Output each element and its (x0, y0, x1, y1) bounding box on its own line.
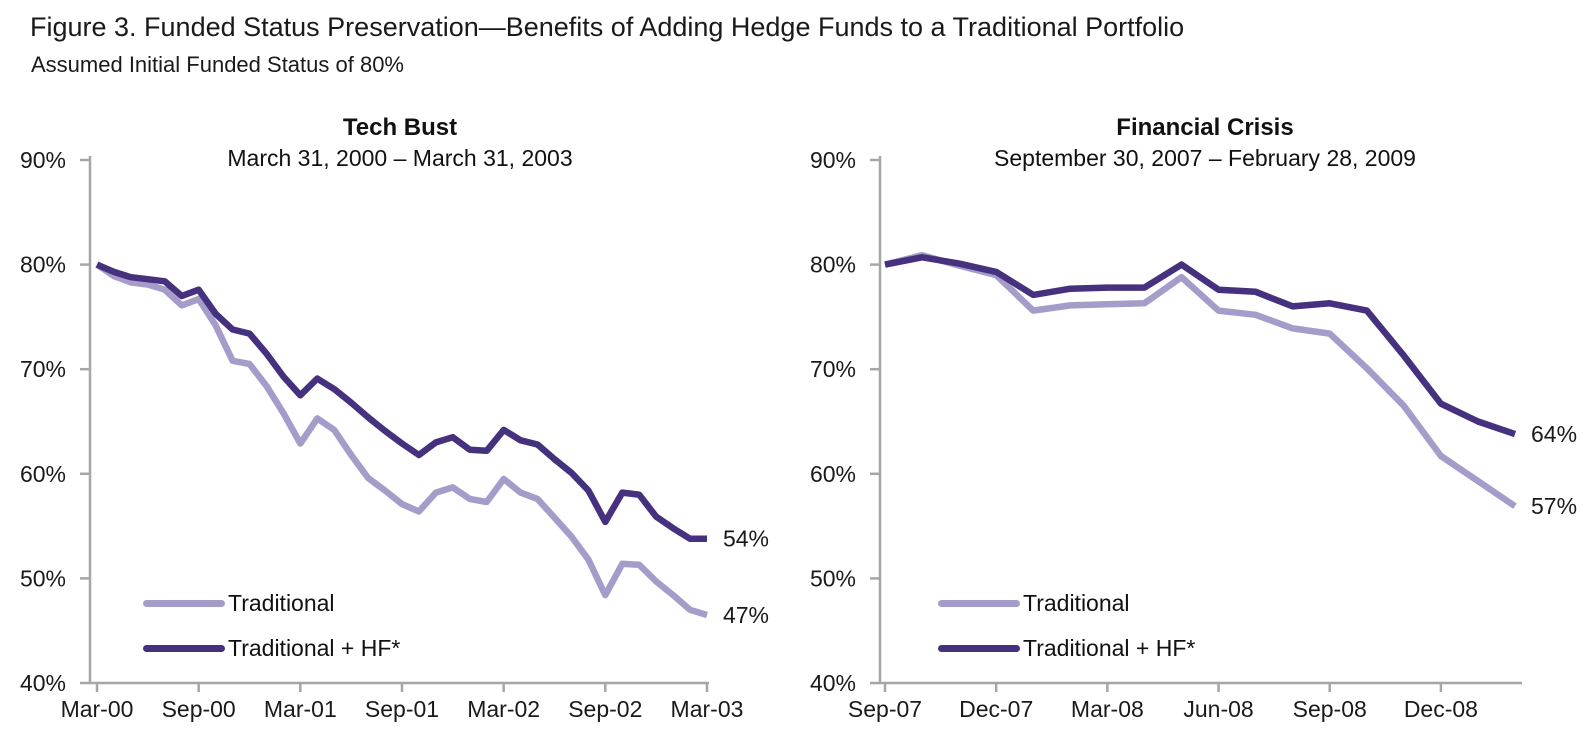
right-legend-traditional: Traditional (938, 589, 1130, 616)
traditional-line-swatch (143, 599, 225, 607)
left-chart-header: Tech Bust March 31, 2000 – March 31, 200… (90, 114, 710, 172)
traditional-hf-line (884, 254, 1517, 438)
y-tick-label: 50% (20, 565, 66, 591)
right-chart-subtitle: September 30, 2007 – February 28, 2009 (994, 145, 1416, 171)
left-legend-traditional: Traditional (143, 589, 335, 616)
legend-label-traditional: Traditional (228, 589, 335, 616)
x-tick-label: Sep-07 (848, 696, 922, 722)
traditional-hf-line (95, 261, 707, 542)
x-tick-label: Mar-01 (264, 696, 337, 722)
y-tick-label: 40% (810, 670, 856, 696)
x-tick-label: Mar-02 (467, 696, 540, 722)
series-end-value-label: 64% (1531, 421, 1577, 447)
x-tick-label: Sep-00 (162, 696, 236, 722)
y-tick-label: 70% (810, 356, 856, 382)
x-tick-label: Sep-02 (568, 696, 642, 722)
left-chart-title: Tech Bust (342, 114, 458, 141)
x-tick-label: Mar-00 (61, 696, 134, 722)
y-tick-label: 80% (20, 252, 66, 278)
figure-subtitle: Assumed Initial Funded Status of 80% (31, 52, 404, 77)
x-tick-label: Sep-01 (365, 696, 439, 722)
y-tick-label: 60% (20, 461, 66, 487)
traditional-hf-line-swatch (938, 644, 1020, 652)
tech-bust-chart: 90% 80% 70% 60% 50% 40%Mar-00 Sep-00 Mar-01 Sep-… (20, 147, 769, 722)
y-tick-label: 40% (20, 670, 66, 696)
y-tick-label: 80% (810, 252, 856, 278)
x-tick-label: Jun-08 (1183, 696, 1253, 722)
y-tick-label: 90% (810, 147, 856, 173)
series-end-value-label: 57% (1531, 493, 1577, 519)
y-tick-label: 50% (810, 565, 856, 591)
traditional-line-swatch (938, 599, 1020, 607)
x-tick-label: Dec-08 (1404, 696, 1478, 722)
x-tick-label: Sep-08 (1293, 696, 1367, 722)
traditional-line (95, 261, 708, 619)
x-tick-label: Mar-03 (671, 696, 744, 722)
y-tick-label: 90% (20, 147, 66, 173)
legend-label-traditional: Traditional (1023, 589, 1130, 616)
figure-title: Figure 3. Funded Status Preservation—Ben… (30, 12, 1185, 42)
x-tick-label: Mar-08 (1071, 696, 1144, 722)
traditional-hf-line-swatch (143, 644, 225, 652)
legend-label-traditional-hf: Traditional + HF* (228, 634, 401, 661)
financial-crisis-chart: 90% 80% 70% 60% 50% 40%Sep-07 Dec-07 Mar-08 Jun-… (810, 147, 1577, 722)
y-tick-label: 60% (810, 461, 856, 487)
left-chart-subtitle: March 31, 2000 – March 31, 2003 (227, 145, 573, 171)
legend-label-traditional-hf: Traditional + HF* (1023, 634, 1196, 661)
series-end-value-label: 54% (723, 526, 769, 552)
series-end-value-label: 47% (723, 602, 769, 628)
y-tick-label: 70% (20, 356, 66, 382)
x-tick-label: Dec-07 (959, 696, 1033, 722)
right-chart-header: Financial Crisis September 30, 2007 – Fe… (880, 114, 1530, 172)
right-legend-traditional-hf: Traditional + HF* (938, 634, 1196, 661)
left-legend-traditional-hf: Traditional + HF* (143, 634, 401, 661)
right-chart-title: Financial Crisis (1116, 114, 1294, 141)
